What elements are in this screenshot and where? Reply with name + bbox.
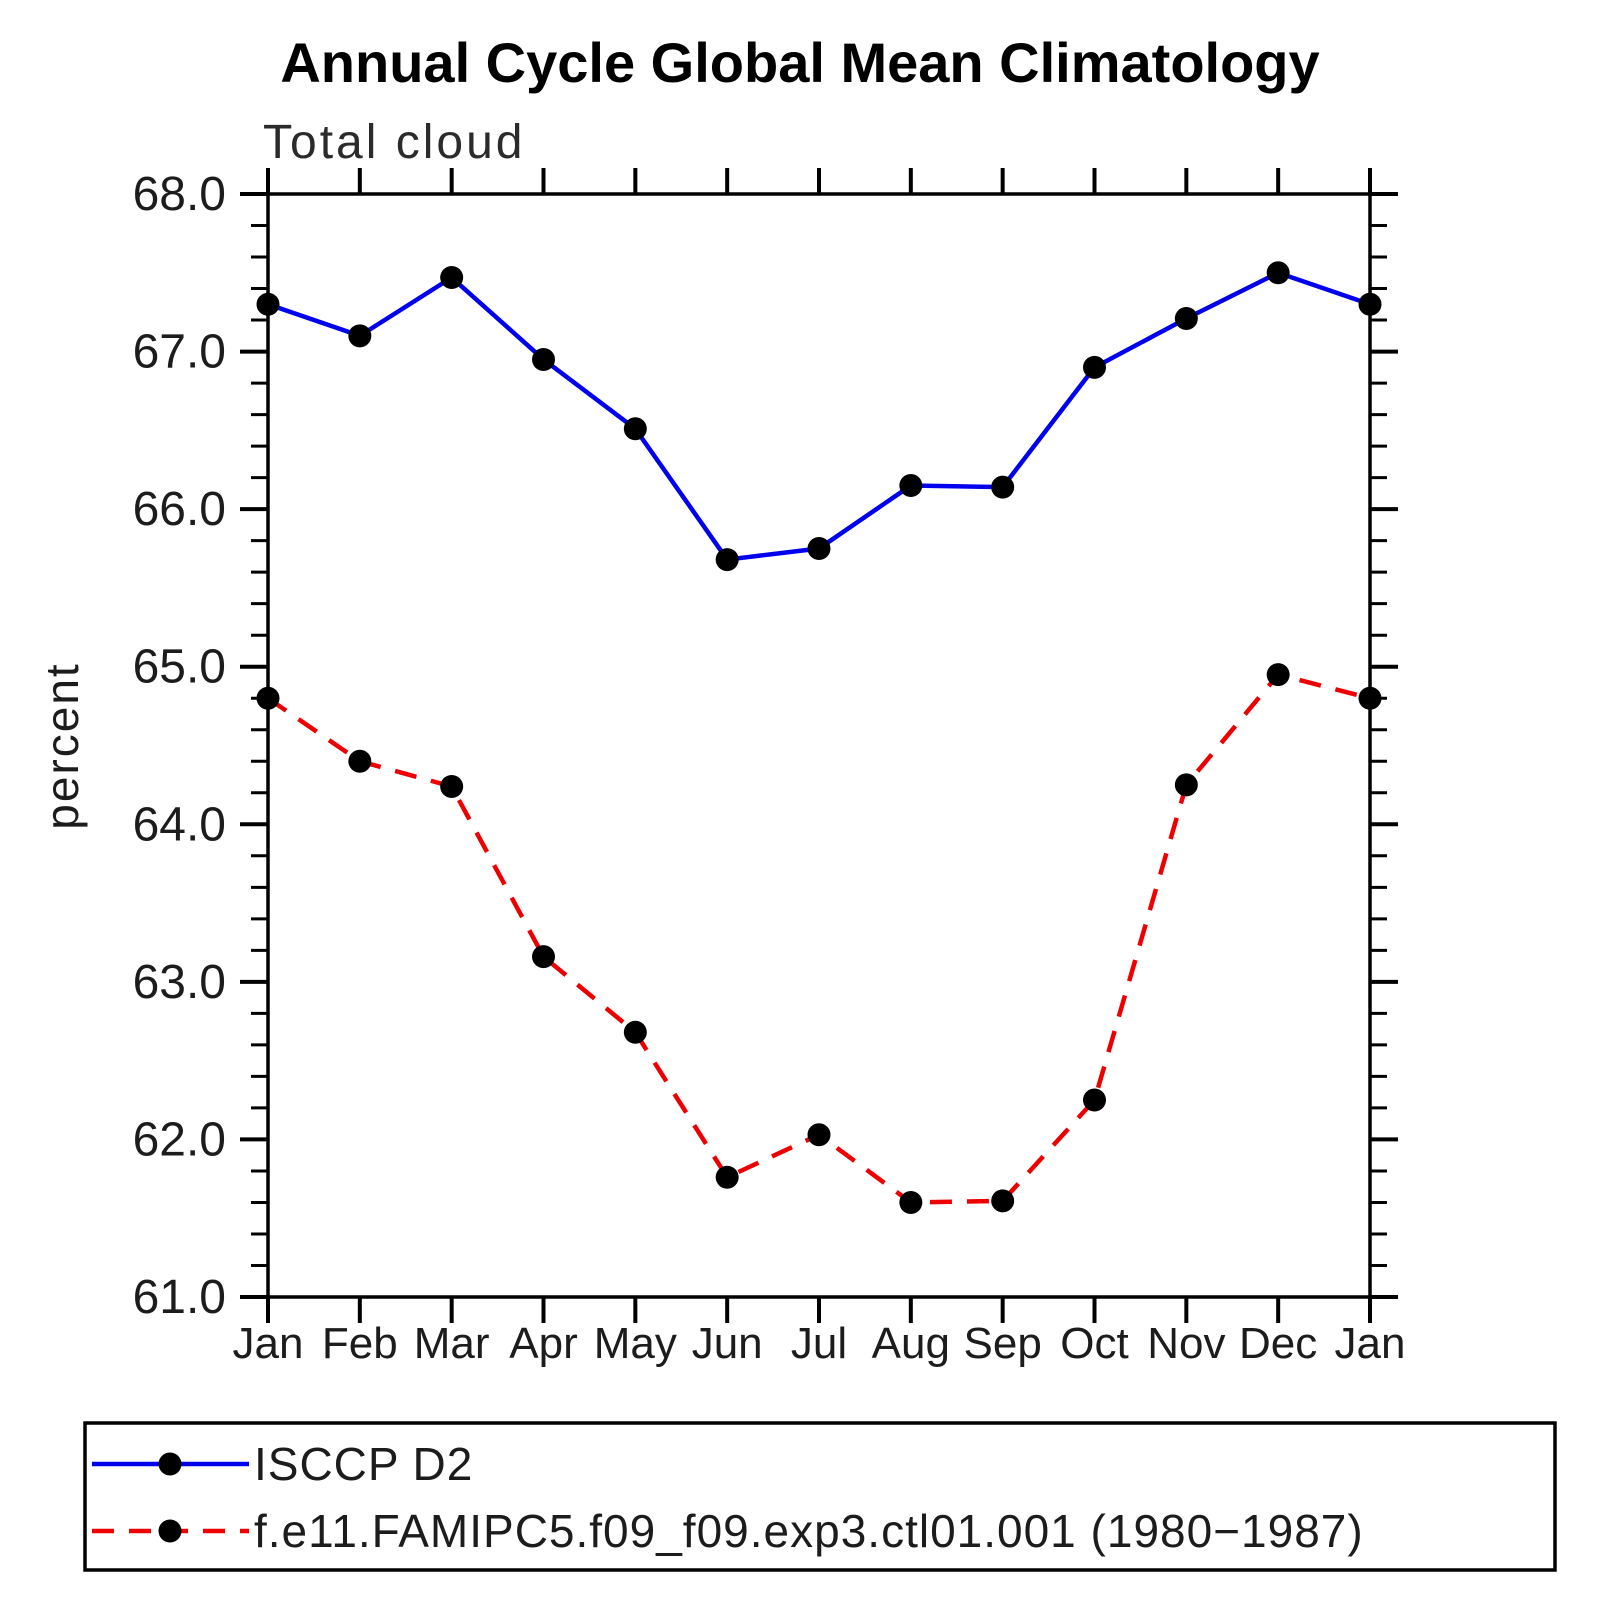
x-tick-label: Jun <box>692 1319 763 1368</box>
x-tick-label: Dec <box>1239 1319 1317 1368</box>
x-tick-label: Nov <box>1147 1319 1225 1368</box>
legend-label-series-1: f.e11.FAMIPC5.f09_f09.exp3.ctl01.001 (19… <box>254 1505 1364 1557</box>
x-tick-label: May <box>594 1319 677 1368</box>
x-tick-label: Jan <box>233 1319 304 1368</box>
x-tick-label: Jul <box>791 1319 847 1368</box>
data-point-marker <box>440 774 464 798</box>
chart-title: Annual Cycle Global Mean Climatology <box>280 31 1319 94</box>
data-point-marker <box>899 474 923 498</box>
data-point-marker <box>348 324 372 348</box>
x-tick-label: Mar <box>414 1319 490 1368</box>
data-point-marker <box>348 749 372 773</box>
x-tick-label: Oct <box>1060 1319 1128 1368</box>
y-axis-label: percent <box>36 662 88 829</box>
y-tick-label: 65.0 <box>133 641 226 694</box>
series-line-0 <box>267 270 1371 562</box>
legend-box <box>83 1421 1557 1572</box>
x-tick-label: Feb <box>322 1319 398 1368</box>
data-series <box>256 261 1382 1214</box>
data-point-marker <box>807 1123 831 1147</box>
data-point-marker <box>1174 773 1198 797</box>
y-tick-label: 68.0 <box>133 168 226 221</box>
data-point-marker <box>440 266 464 290</box>
data-point-marker <box>991 475 1015 499</box>
y-tick-label: 61.0 <box>133 1271 226 1324</box>
data-point-marker <box>807 537 831 561</box>
data-point-marker <box>623 1020 647 1044</box>
data-point-marker <box>256 686 280 710</box>
data-point-marker <box>532 347 555 371</box>
x-tick-label: Jan <box>1335 1319 1406 1368</box>
x-tick-label: Aug <box>872 1319 950 1368</box>
data-point-marker <box>1174 306 1198 330</box>
legend-marker-icon <box>158 1519 182 1543</box>
data-point-marker <box>623 417 647 441</box>
legend-marker-icon <box>158 1452 182 1476</box>
data-point-marker <box>1358 292 1382 316</box>
data-point-marker <box>1266 663 1290 687</box>
data-point-marker <box>715 1165 739 1189</box>
y-tick-label: 63.0 <box>133 956 226 1009</box>
data-point-marker <box>256 292 280 316</box>
data-point-marker <box>1083 1088 1106 1112</box>
y-tick-label: 67.0 <box>133 326 226 379</box>
data-point-marker <box>1266 261 1290 285</box>
x-tick-label: Sep <box>964 1319 1042 1368</box>
data-point-marker <box>991 1189 1015 1213</box>
y-tick-label: 62.0 <box>133 1113 226 1166</box>
y-tick-label: 64.0 <box>133 798 226 851</box>
chart-subtitle: Total cloud <box>263 116 525 169</box>
legend-label-series-0: ISCCP D2 <box>254 1438 473 1490</box>
data-point-marker <box>899 1190 923 1214</box>
plot-axes: 61.0 62.0 63.0 64.0 65.0 66.0 67.0 68.0 Jan Feb Ma… <box>133 168 1406 1368</box>
data-point-marker <box>1358 686 1382 710</box>
data-point-marker <box>1083 355 1106 379</box>
x-tick-label: Apr <box>509 1319 577 1368</box>
legend: ISCCP D2 f.e11.FAMIPC5.f09_f09.exp3.ctl0… <box>83 1421 1557 1572</box>
y-tick-label: 66.0 <box>133 483 226 536</box>
data-point-marker <box>715 548 739 572</box>
data-point-marker <box>532 945 555 969</box>
